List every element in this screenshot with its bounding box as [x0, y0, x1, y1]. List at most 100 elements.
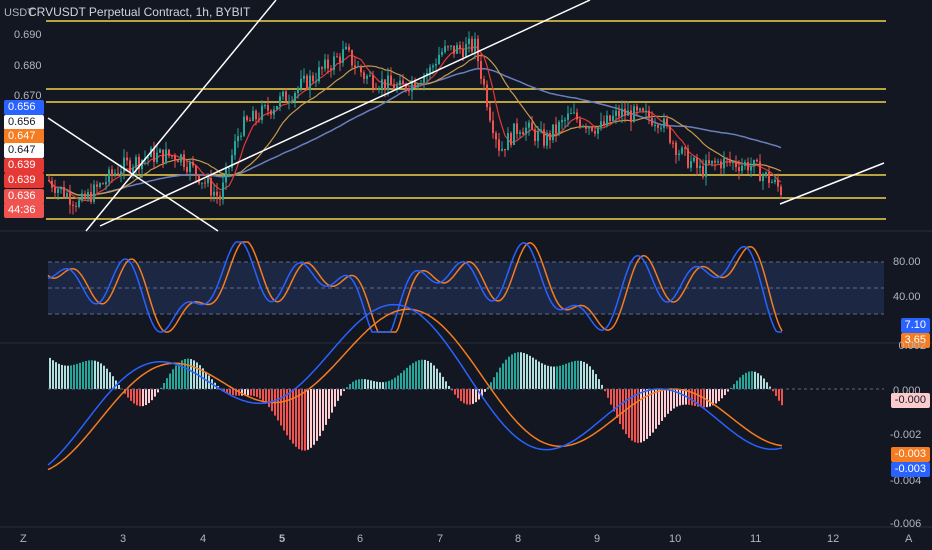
macd-histogram-bar [643, 389, 645, 442]
macd-histogram-bar [193, 360, 195, 389]
macd-histogram-bar [358, 379, 360, 389]
candle-body [453, 45, 455, 54]
trend-lines[interactable] [47, 0, 885, 232]
candle-body [687, 148, 689, 168]
candle-body [294, 93, 296, 101]
candle-body [477, 38, 479, 62]
macd-histogram-bar [721, 389, 723, 399]
macd-histogram-bar [460, 389, 462, 402]
candle-body [279, 96, 281, 107]
macd-pane[interactable] [47, 303, 884, 471]
macd-histogram-bar [166, 378, 168, 389]
candle-body [174, 155, 176, 161]
candle-body [642, 108, 644, 112]
macd-histogram-bar [235, 389, 237, 396]
macd-histogram-bar [103, 365, 105, 389]
candle-body [708, 160, 710, 164]
candle-body [309, 75, 311, 90]
macd-histogram-bar [574, 360, 576, 389]
macd-histogram-bar [706, 389, 708, 408]
macd-histogram-bar [553, 366, 555, 389]
macd-histogram-bar [631, 389, 633, 441]
candle-body [594, 130, 596, 134]
macd-histogram-bar [388, 380, 390, 389]
candle-body [342, 49, 344, 63]
candle-body [702, 165, 704, 177]
macd-tick: -0.006 [890, 518, 921, 530]
stochastic-rsi-pane[interactable] [47, 241, 884, 333]
candle-body [579, 119, 581, 127]
macd-histogram-bar [724, 389, 726, 396]
candle-body [252, 110, 254, 121]
horizontal-level-lines[interactable] [46, 20, 886, 220]
macd-histogram-bar [466, 389, 468, 405]
macd-histogram-bar [346, 387, 348, 389]
candle-body [363, 72, 365, 79]
candle-body [126, 157, 128, 161]
macd-histogram-bar [472, 389, 474, 404]
candle-body [534, 129, 536, 142]
candle-body [285, 91, 287, 102]
macd-histogram-bar [304, 389, 306, 451]
macd-histogram-bar [79, 362, 81, 389]
macd-histogram-bar [742, 374, 744, 389]
candle-body [675, 142, 677, 155]
macd-histogram-bar [385, 381, 387, 389]
candle-body [195, 165, 197, 176]
macd-histogram-bar [361, 378, 363, 389]
trend-line [47, 117, 219, 232]
candle-body [276, 106, 278, 110]
candle-body [138, 156, 140, 170]
macd-histogram-bar [148, 389, 150, 404]
candle-body [66, 193, 68, 197]
candle-body [210, 177, 212, 196]
candle-body [732, 161, 734, 163]
time-tick: 7 [437, 533, 443, 545]
zoom-icon[interactable]: Z [20, 533, 27, 545]
candle-body [108, 169, 110, 183]
candle-body [759, 161, 761, 182]
candle-body [567, 113, 569, 120]
candle-body [345, 46, 347, 50]
macd-histogram-bar [55, 362, 57, 389]
macd-histogram-bar [67, 365, 69, 389]
macd-histogram-bar [664, 389, 666, 418]
macd-histogram-bar [289, 389, 291, 440]
macd-histogram-bar [307, 389, 309, 450]
trend-line [99, 0, 591, 227]
candle-body [654, 125, 656, 127]
candle-body [597, 127, 599, 134]
candle-body [123, 157, 125, 172]
macd-histogram-bar [175, 365, 177, 389]
candle-body [237, 136, 239, 142]
macd-histogram-bar [76, 363, 78, 389]
macd-histogram-bar [457, 389, 459, 399]
candle-body [669, 126, 671, 143]
auto-scale-icon[interactable]: A [905, 533, 913, 545]
candle-body [621, 108, 623, 117]
candle-body [120, 171, 122, 175]
macd-histogram-bar [154, 389, 156, 397]
candle-body [780, 186, 782, 196]
candle-body [354, 65, 356, 68]
macd-histogram-bar [736, 380, 738, 389]
macd-histogram-bar [97, 361, 99, 389]
macd-histogram-bar [442, 376, 444, 389]
macd-histogram-bar [493, 377, 495, 389]
macd-histogram-bar [376, 381, 378, 389]
candle-body [420, 83, 422, 85]
macd-histogram-bar [562, 364, 564, 389]
candle-body [711, 160, 713, 164]
candle-body [51, 180, 53, 188]
macd-histogram-bar [697, 389, 699, 407]
candle-body [576, 112, 578, 120]
candle-body [693, 157, 695, 162]
time-axis[interactable]: 3 4 5 6 7 8 9 10 11 12 [120, 533, 839, 545]
candlestick-series[interactable] [48, 31, 782, 215]
macd-histogram-bar [172, 369, 174, 389]
macd-histogram-bar [541, 363, 543, 389]
candle-body [498, 139, 500, 151]
candle-body [177, 160, 179, 163]
candle-body [600, 121, 602, 128]
